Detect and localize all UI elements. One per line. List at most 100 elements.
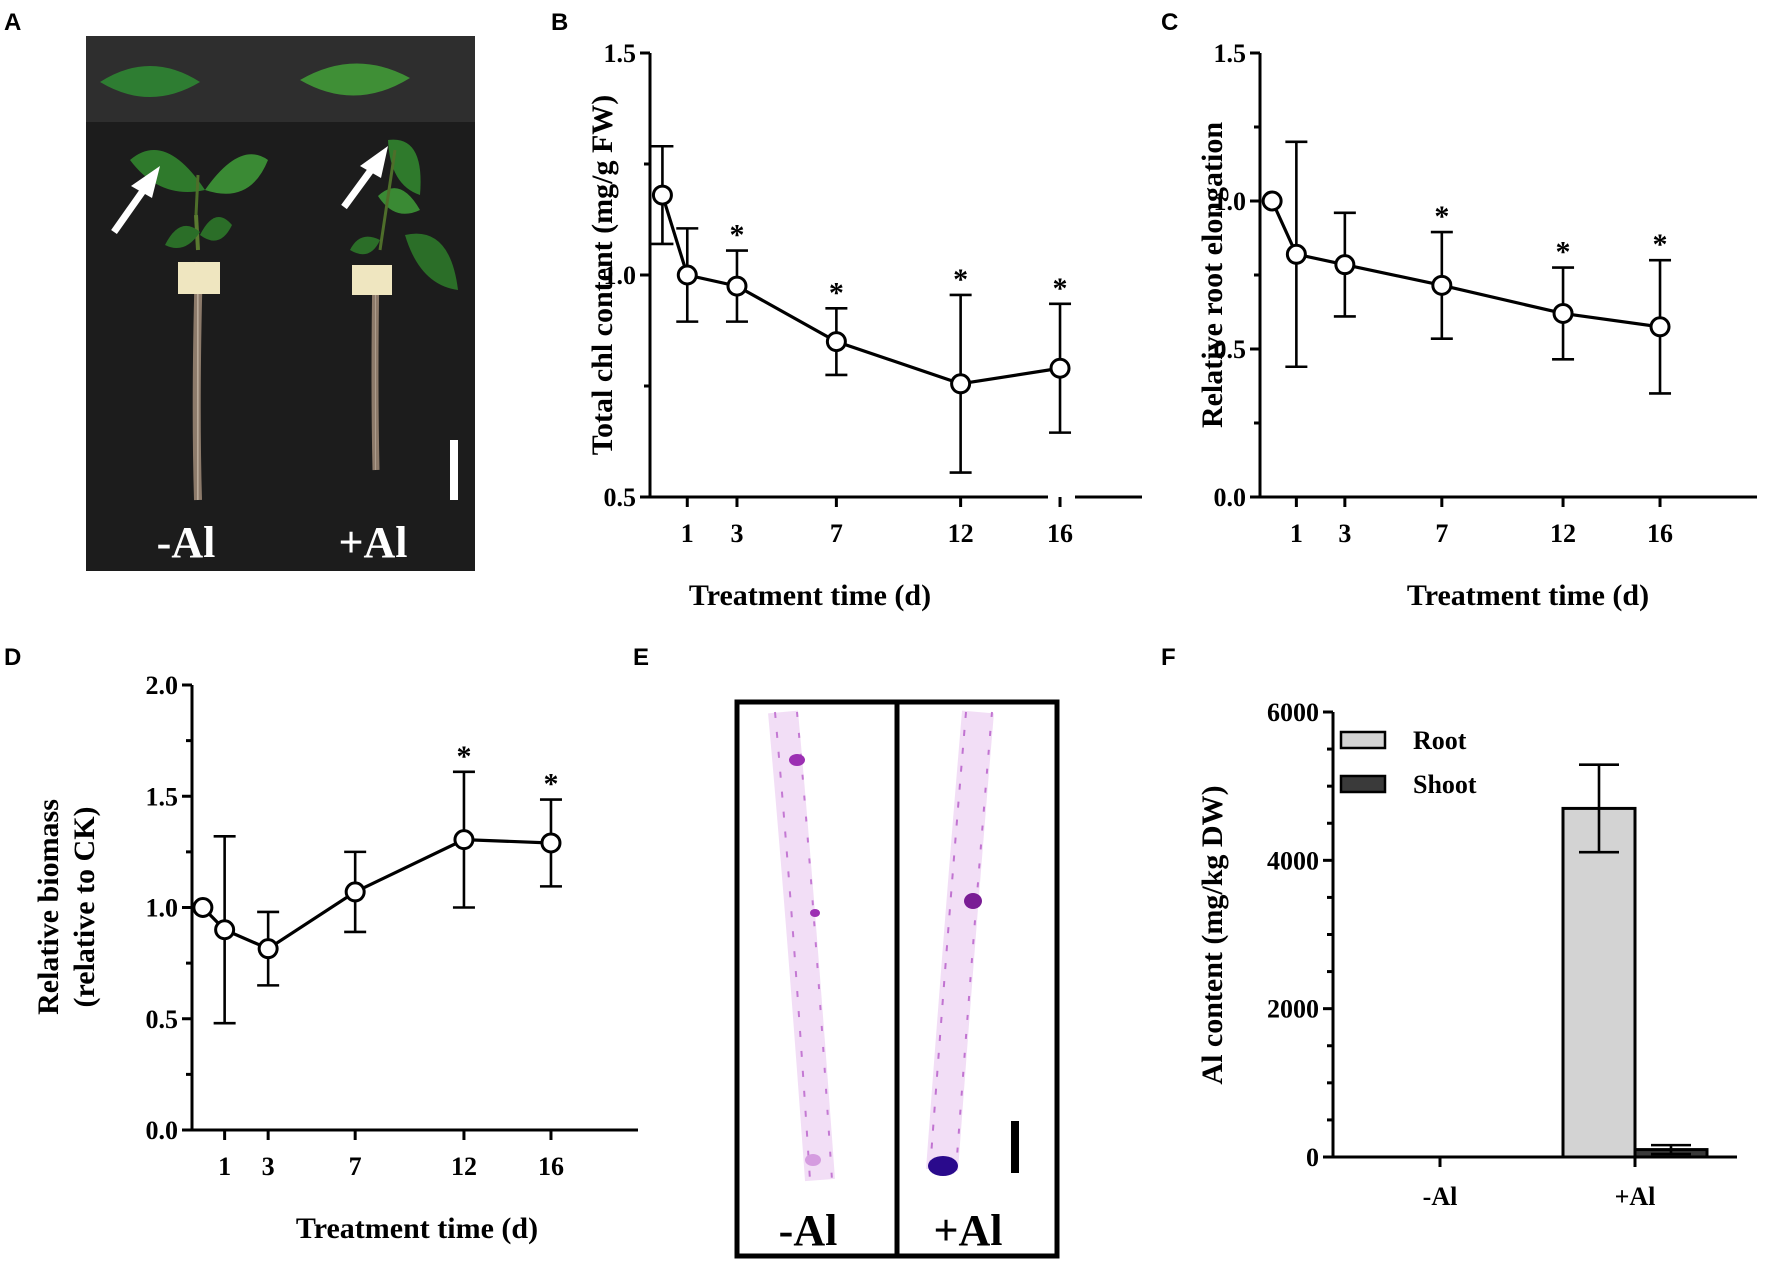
y-tick-label: 0 bbox=[1306, 1143, 1319, 1172]
y-tick-label: 1.5 bbox=[604, 39, 637, 68]
x-axis-title: Treatment time (d) bbox=[296, 1212, 538, 1245]
series-line bbox=[1270, 200, 1661, 329]
y-axis-title: Relative root elongation bbox=[1196, 122, 1229, 428]
plant-plus-al bbox=[350, 139, 458, 471]
x-tick-label: 3 bbox=[1338, 519, 1351, 548]
significance-marker: * bbox=[1556, 236, 1571, 269]
x-tick-label: 7 bbox=[349, 1152, 362, 1181]
arrow-left bbox=[111, 166, 160, 235]
leaf-plus-al bbox=[300, 63, 410, 96]
y-axis-title: Total chl content (mg/g FW) bbox=[586, 95, 619, 456]
y-tick-label: 6000 bbox=[1267, 698, 1319, 727]
x-tick-label: -Al bbox=[1423, 1182, 1458, 1211]
y-tick-label: 0.0 bbox=[146, 1116, 179, 1145]
stain-scale-bar bbox=[1011, 1121, 1019, 1173]
photo-a-label-plus: +Al bbox=[338, 518, 407, 567]
data-point bbox=[257, 938, 279, 960]
x-tick-label: 1 bbox=[1290, 519, 1303, 548]
scale-bar bbox=[450, 440, 458, 500]
y-tick-label: 0.5 bbox=[1214, 335, 1247, 364]
x-tick-label: 7 bbox=[830, 519, 843, 548]
x-axis-title: Treatment time (d) bbox=[689, 579, 931, 612]
chart-b: 0.5 1.0 1.5 1 3 7 12 16 Treatment time (d) Total … bbox=[586, 39, 1142, 612]
photo-a-label-minus: -Al bbox=[157, 518, 216, 567]
data-point bbox=[453, 829, 475, 851]
data-point bbox=[1285, 243, 1307, 265]
y-axis-title: (relative to CK) bbox=[68, 806, 101, 1007]
data-point bbox=[1261, 190, 1283, 212]
arrow-right bbox=[341, 146, 388, 210]
leaf-minus-al bbox=[100, 66, 200, 97]
plant-minus-al bbox=[130, 150, 268, 501]
legend-label-shoot: Shoot bbox=[1413, 770, 1477, 799]
x-tick-label: 12 bbox=[451, 1152, 477, 1181]
x-tick-label: 16 bbox=[1647, 519, 1673, 548]
series-line bbox=[660, 194, 1061, 386]
x-tick-label: 16 bbox=[1047, 519, 1073, 548]
panel-e-label: E bbox=[633, 644, 649, 671]
bar-root bbox=[1561, 806, 1637, 1159]
data-point bbox=[540, 832, 562, 854]
panel-f-label: F bbox=[1161, 644, 1176, 671]
x-tick-label: 3 bbox=[730, 519, 743, 548]
series-line bbox=[201, 838, 552, 951]
data-point bbox=[726, 275, 748, 297]
panel-c-label: C bbox=[1161, 9, 1178, 36]
y-axis-title: Al content (mg/kg DW) bbox=[1196, 785, 1229, 1084]
y-tick-label: 4000 bbox=[1267, 846, 1319, 875]
legend-swatch-shoot bbox=[1339, 774, 1387, 794]
y-tick-label: 1.0 bbox=[604, 261, 637, 290]
data-point bbox=[1334, 254, 1356, 276]
data-point bbox=[950, 373, 972, 395]
x-tick-label: 3 bbox=[262, 1152, 275, 1181]
significance-marker: * bbox=[953, 263, 968, 296]
significance-marker: * bbox=[829, 276, 844, 309]
significance-marker: * bbox=[456, 740, 471, 773]
x-tick-label: 16 bbox=[538, 1152, 564, 1181]
significance-marker: * bbox=[543, 768, 558, 801]
root-stain-plus bbox=[926, 710, 994, 1176]
y-tick-label: 2000 bbox=[1267, 995, 1319, 1024]
data-point bbox=[192, 897, 214, 918]
panel-e-photo: -Al +Al bbox=[734, 699, 1060, 1259]
y-tick-label: 0.0 bbox=[1214, 483, 1247, 512]
y-tick-label: 1.0 bbox=[146, 894, 179, 923]
panel-a-label: A bbox=[4, 9, 21, 36]
y-tick-label: 0.5 bbox=[604, 483, 637, 512]
chart-c: 0.0 0.5 1.0 1.5 1 3 7 12 16 Treatment time (d) Rel… bbox=[1196, 39, 1757, 612]
y-axis-title: Relative biomass bbox=[32, 799, 65, 1015]
photo-e-label-minus: -Al bbox=[779, 1206, 838, 1255]
panel-b-label: B bbox=[551, 9, 568, 36]
significance-marker: * bbox=[1053, 272, 1068, 305]
y-tick-label: 1.0 bbox=[1214, 187, 1247, 216]
panel-a-photo: -Al +Al bbox=[86, 36, 475, 571]
x-tick-label: +Al bbox=[1615, 1182, 1656, 1211]
x-tick-label: 7 bbox=[1435, 519, 1448, 548]
photo-e-label-plus: +Al bbox=[933, 1206, 1002, 1255]
data-point bbox=[1431, 274, 1453, 296]
x-tick-label: 1 bbox=[218, 1152, 231, 1181]
significance-marker: * bbox=[729, 219, 744, 252]
chart-d: 0.0 0.5 1.0 1.5 2.0 1 3 7 12 16 Treatment time (d)… bbox=[32, 671, 638, 1245]
data-point bbox=[1649, 316, 1671, 338]
data-point bbox=[1049, 357, 1071, 379]
y-tick-label: 2.0 bbox=[146, 671, 179, 700]
significance-marker: * bbox=[1653, 228, 1668, 261]
data-point bbox=[1552, 302, 1574, 324]
data-point bbox=[676, 264, 698, 286]
root-stain-minus bbox=[768, 710, 835, 1182]
y-tick-label: 1.5 bbox=[146, 782, 179, 811]
data-point bbox=[825, 331, 847, 353]
chart-f: 0 2000 4000 6000 -Al +Al Root Shoot Al content (… bbox=[1196, 698, 1737, 1211]
y-tick-label: 0.5 bbox=[146, 1005, 179, 1034]
data-point bbox=[214, 919, 236, 941]
significance-marker: * bbox=[1434, 200, 1449, 233]
x-tick-label: 12 bbox=[1550, 519, 1576, 548]
panel-d-label: D bbox=[4, 644, 21, 671]
data-point bbox=[651, 184, 673, 206]
x-axis-title: Treatment time (d) bbox=[1407, 579, 1649, 612]
legend-label-root: Root bbox=[1413, 726, 1467, 755]
y-tick-label: 1.5 bbox=[1214, 39, 1247, 68]
data-point bbox=[344, 881, 366, 903]
